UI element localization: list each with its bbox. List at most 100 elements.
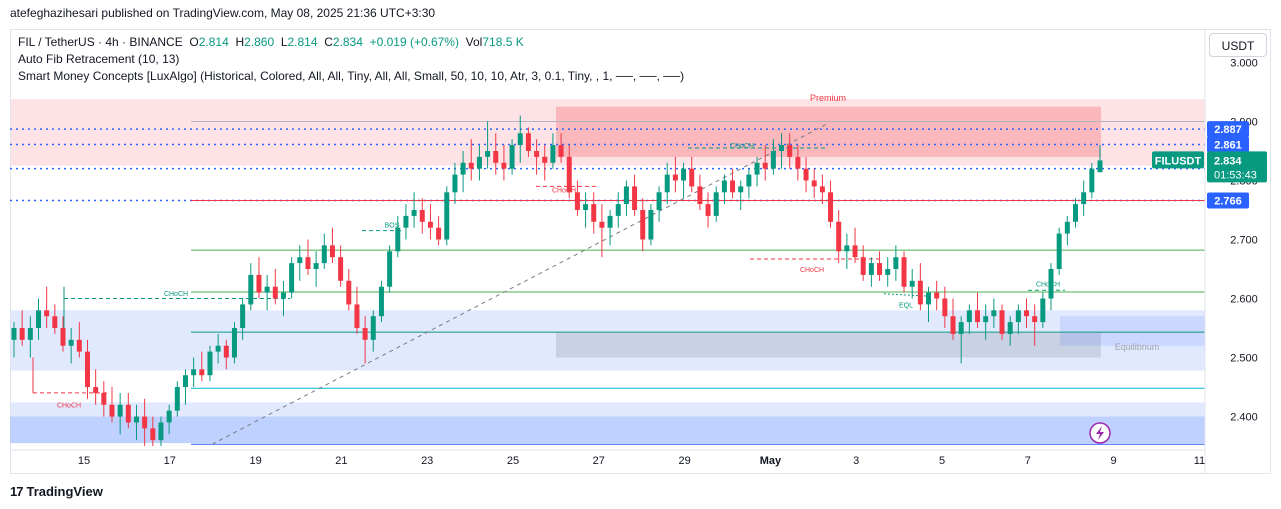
candle [681, 162, 687, 199]
candle-body [811, 180, 817, 187]
candle [272, 269, 278, 305]
candle-body [117, 404, 123, 417]
current-price-bg [1207, 151, 1267, 183]
candle [370, 310, 376, 352]
candle-body [517, 133, 523, 146]
candle-body [289, 263, 295, 293]
candle-body [427, 221, 433, 228]
candle-body [215, 345, 221, 352]
candle [248, 263, 254, 311]
indicator-fib[interactable]: Auto Fib Retracement (10, 13) [18, 52, 180, 66]
candle-body [207, 351, 213, 376]
candle [754, 156, 760, 187]
candle [697, 174, 703, 210]
x-tick-label: 23 [421, 455, 433, 467]
candle-body [174, 387, 180, 411]
candle [1007, 316, 1013, 346]
footer-brand[interactable]: 17 TradingView [10, 484, 103, 499]
candle-body [664, 174, 670, 193]
zone-3 [11, 402, 1205, 444]
candle-body [1073, 204, 1079, 222]
candle-body [338, 257, 344, 281]
candle-body [868, 263, 874, 275]
y-tick-label: 3.000 [1230, 57, 1258, 69]
candle [403, 204, 409, 240]
candle [852, 227, 858, 264]
symbol-tag-bg [1152, 151, 1204, 169]
candle [566, 145, 572, 199]
candle-body [44, 310, 50, 317]
candle [493, 133, 499, 175]
candle [885, 257, 891, 287]
candle-body [705, 204, 711, 216]
price-tag-text: 2.861 [1214, 139, 1242, 151]
candle-body [721, 180, 727, 193]
candle [550, 133, 556, 169]
candle [1056, 227, 1062, 275]
candle [942, 286, 948, 329]
candle-body [770, 150, 776, 169]
candle-body [35, 310, 41, 329]
candle-body [509, 145, 515, 169]
choch-label-6: CHoCH [1036, 282, 1060, 289]
candle [191, 357, 197, 388]
symbol-label[interactable]: FIL / TetherUS · 4h · BINANCE [18, 35, 183, 49]
candle-body [1015, 310, 1021, 323]
candle-body [1040, 298, 1046, 323]
candle [1064, 215, 1070, 246]
candle [101, 381, 107, 417]
candle [926, 286, 932, 323]
candle-body [1064, 221, 1070, 234]
candle [1097, 145, 1103, 173]
open-label: O [189, 35, 199, 49]
candle [975, 292, 981, 329]
candle-body [387, 251, 393, 287]
candle [199, 351, 205, 382]
flash-icon[interactable] [1089, 422, 1111, 444]
candle-body [158, 422, 164, 441]
candle [44, 286, 50, 329]
candle [991, 298, 997, 329]
candle-body [240, 304, 246, 329]
candle [68, 328, 74, 364]
candle [901, 251, 907, 293]
candle-body [542, 156, 548, 163]
candle [672, 156, 678, 193]
candle [844, 233, 850, 270]
candle-body [11, 328, 17, 340]
candle [689, 156, 695, 193]
x-tick-label: 9 [1111, 455, 1117, 467]
candle [158, 416, 164, 447]
indicator-smc[interactable]: Smart Money Concepts [LuxAlgo] (Historic… [18, 69, 685, 83]
candle [93, 369, 99, 405]
candle-body [934, 292, 940, 299]
candle-body [84, 351, 90, 388]
candle-body [656, 192, 662, 210]
candle-body [248, 274, 254, 305]
candle-body [199, 369, 205, 376]
candle-body [795, 156, 801, 169]
currency-button[interactable]: USDT [1209, 33, 1267, 57]
candle [395, 215, 401, 258]
candle [803, 156, 809, 193]
candle-body [93, 387, 99, 393]
high-value: 2.860 [244, 35, 275, 49]
candle [444, 186, 450, 246]
candle-body [493, 150, 499, 163]
candle [607, 209, 613, 246]
countdown-text: 01:53:43 [1214, 169, 1257, 181]
candle-body [411, 209, 417, 216]
candle [329, 227, 335, 264]
candle-body [909, 280, 915, 287]
change-value: +0.019 (+0.67%) [369, 35, 459, 49]
candle-body [370, 316, 376, 340]
candle [819, 174, 825, 205]
candle-body [182, 375, 188, 388]
candle-body [730, 180, 736, 193]
candle-body [191, 369, 197, 376]
candle [893, 245, 899, 281]
candle-body [885, 269, 891, 275]
candle [305, 239, 311, 275]
candle-body [362, 328, 368, 340]
